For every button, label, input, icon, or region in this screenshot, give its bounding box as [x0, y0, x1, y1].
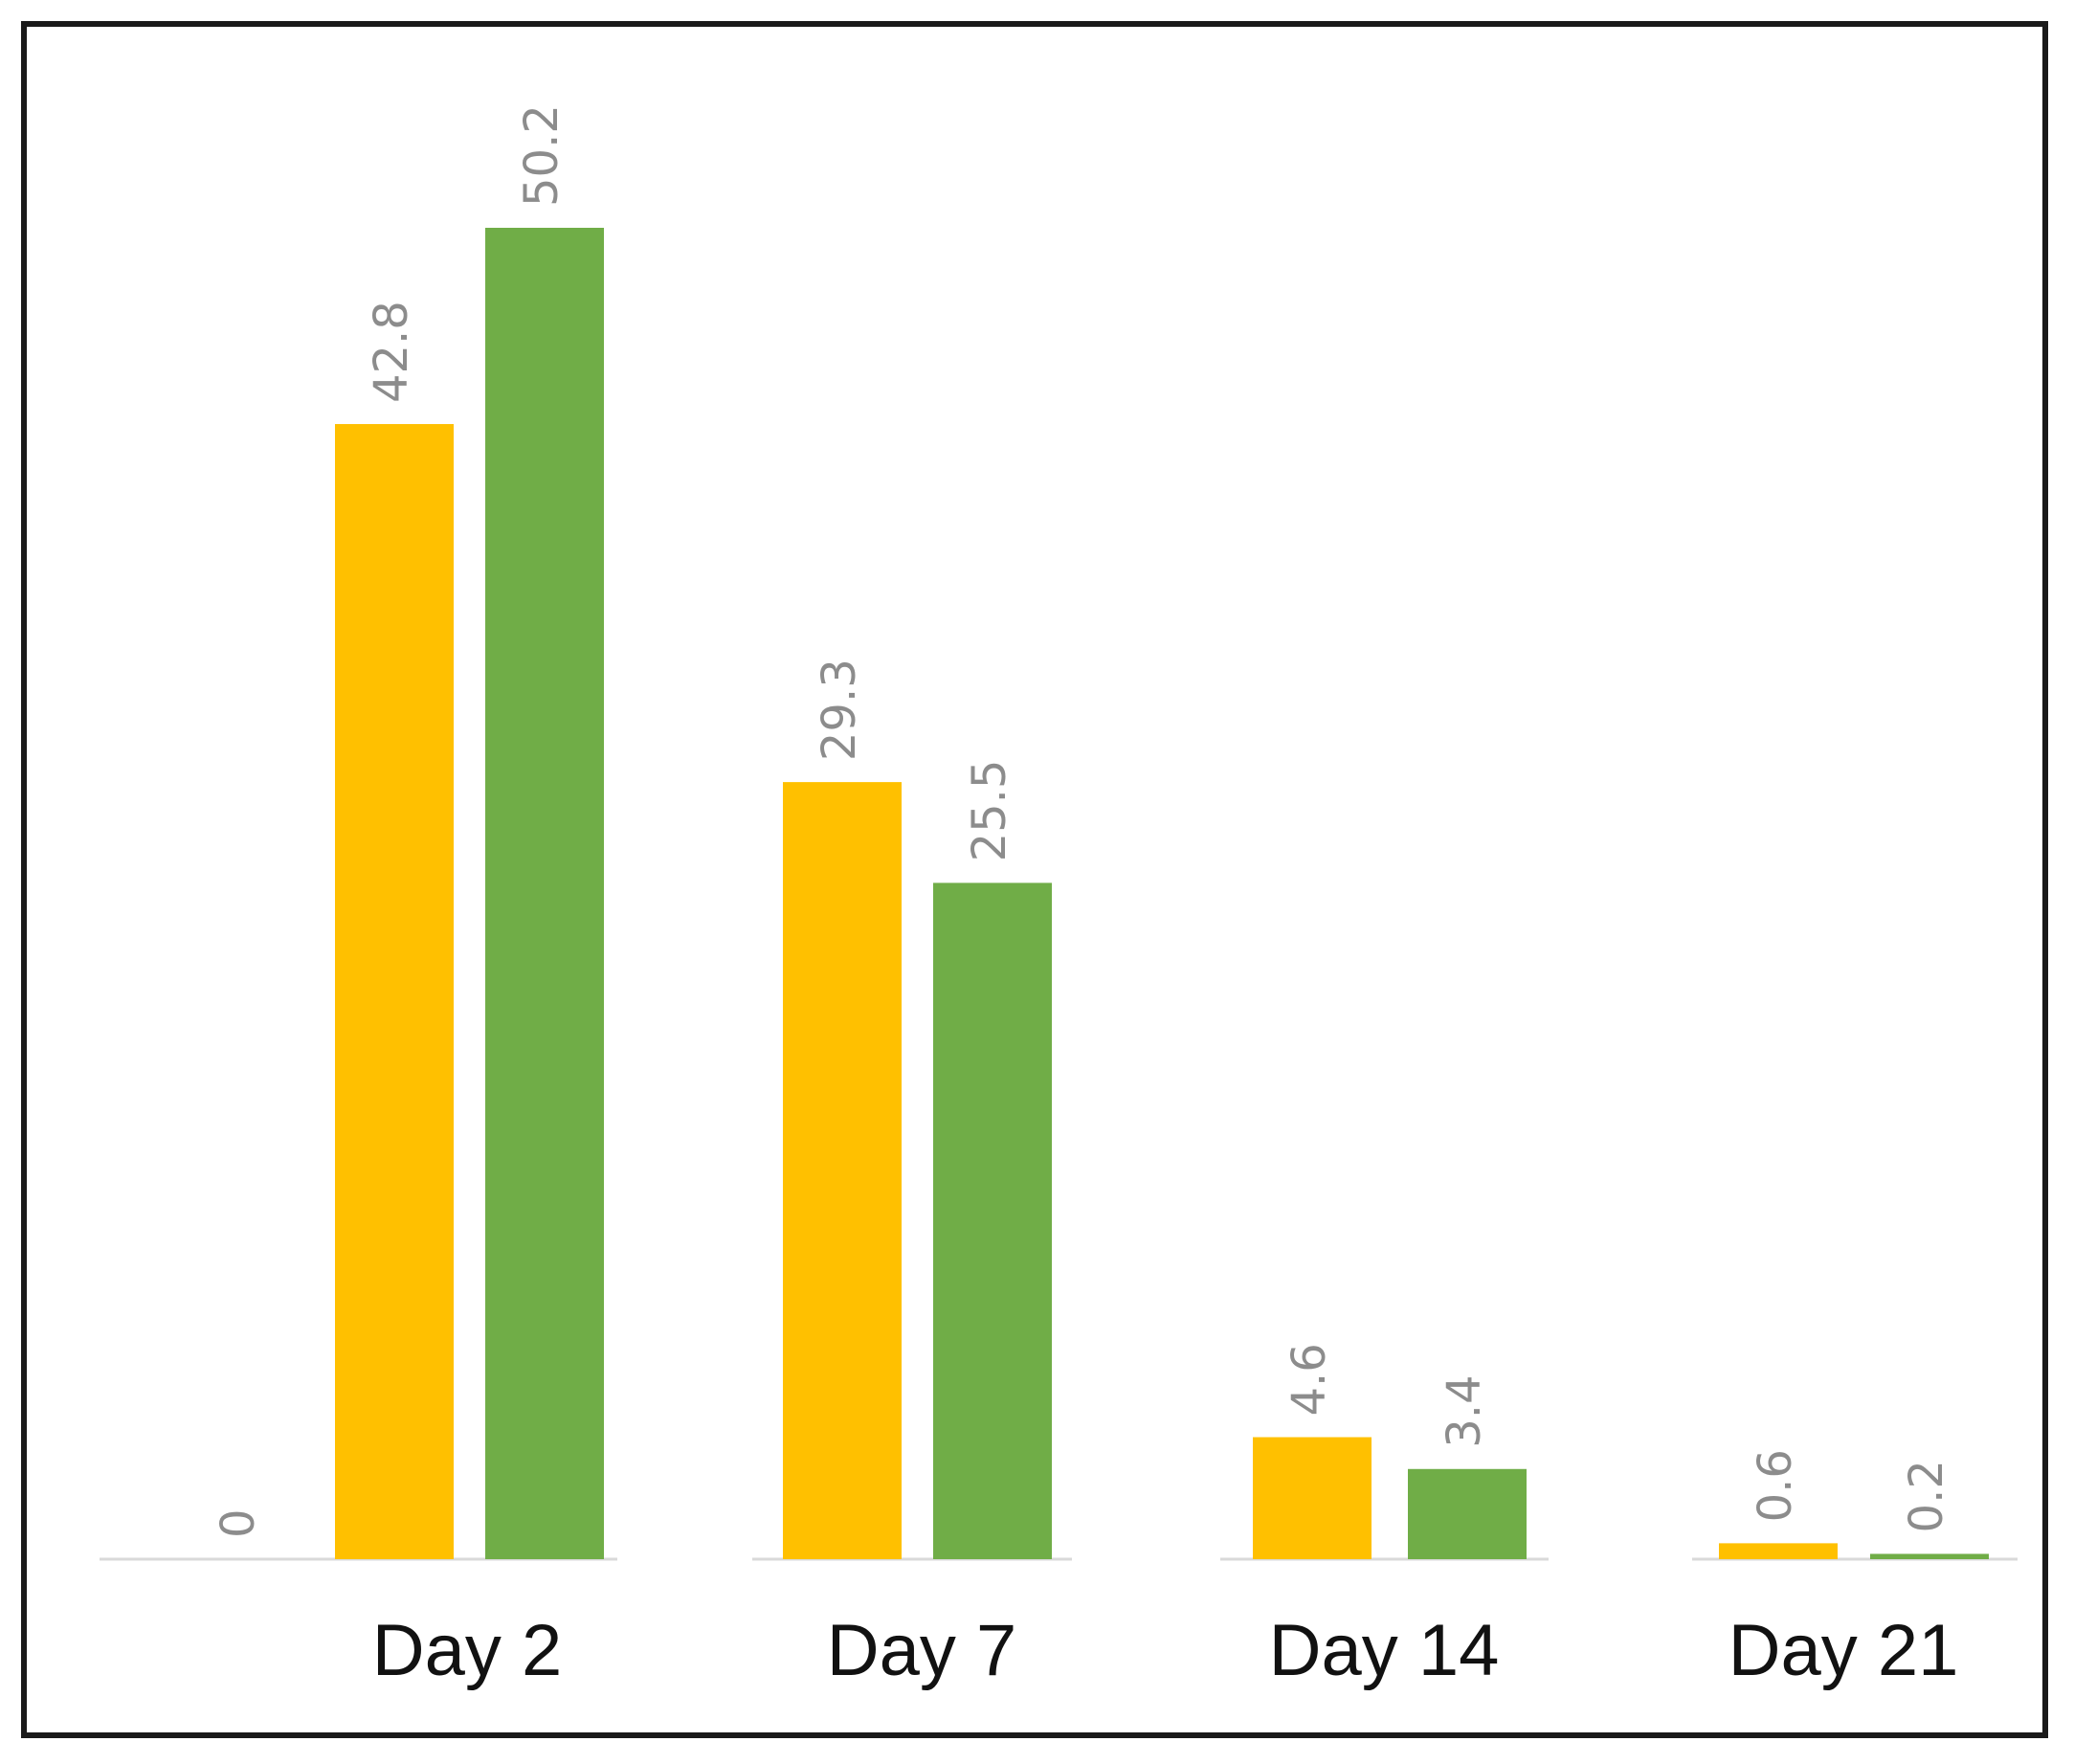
- data-label: 4.6: [1282, 1343, 1336, 1416]
- data-label: 3.4: [1438, 1374, 1491, 1447]
- bar-day-2-s3: [485, 228, 604, 1559]
- data-label: 0.2: [1900, 1460, 1953, 1532]
- bar-day-7-s3: [933, 882, 1052, 1559]
- data-label: 29.3: [813, 659, 866, 761]
- data-label: 50.2: [515, 104, 569, 207]
- bar-chart: 0 42.8 29.3 4.6 0.6 50.2 25.5 3.4 0.2 Day 2 Day 7 D…: [100, 104, 2018, 1691]
- category-label: Day 7: [827, 1610, 1017, 1691]
- bar-day-2-s2: [335, 424, 454, 1559]
- bar-day-21-s3: [1870, 1553, 1989, 1559]
- bar-day-21-s2: [1719, 1543, 1838, 1559]
- data-label: 0: [212, 1508, 265, 1538]
- bar-day-14-s2: [1253, 1437, 1372, 1559]
- category-label: Day 2: [372, 1610, 563, 1691]
- bar-day-7-s2: [783, 782, 902, 1559]
- bar-day-14-s3: [1408, 1468, 1527, 1559]
- category-label: Day 21: [1728, 1610, 1959, 1691]
- data-label: 42.8: [365, 301, 418, 403]
- category-label: Day 14: [1269, 1610, 1500, 1691]
- data-label: 0.6: [1749, 1449, 1802, 1522]
- chart-frame: 0 42.8 29.3 4.6 0.6 50.2 25.5 3.4 0.2 Day 2 Day 7 D…: [21, 21, 2048, 1738]
- data-label: 25.5: [963, 760, 1016, 862]
